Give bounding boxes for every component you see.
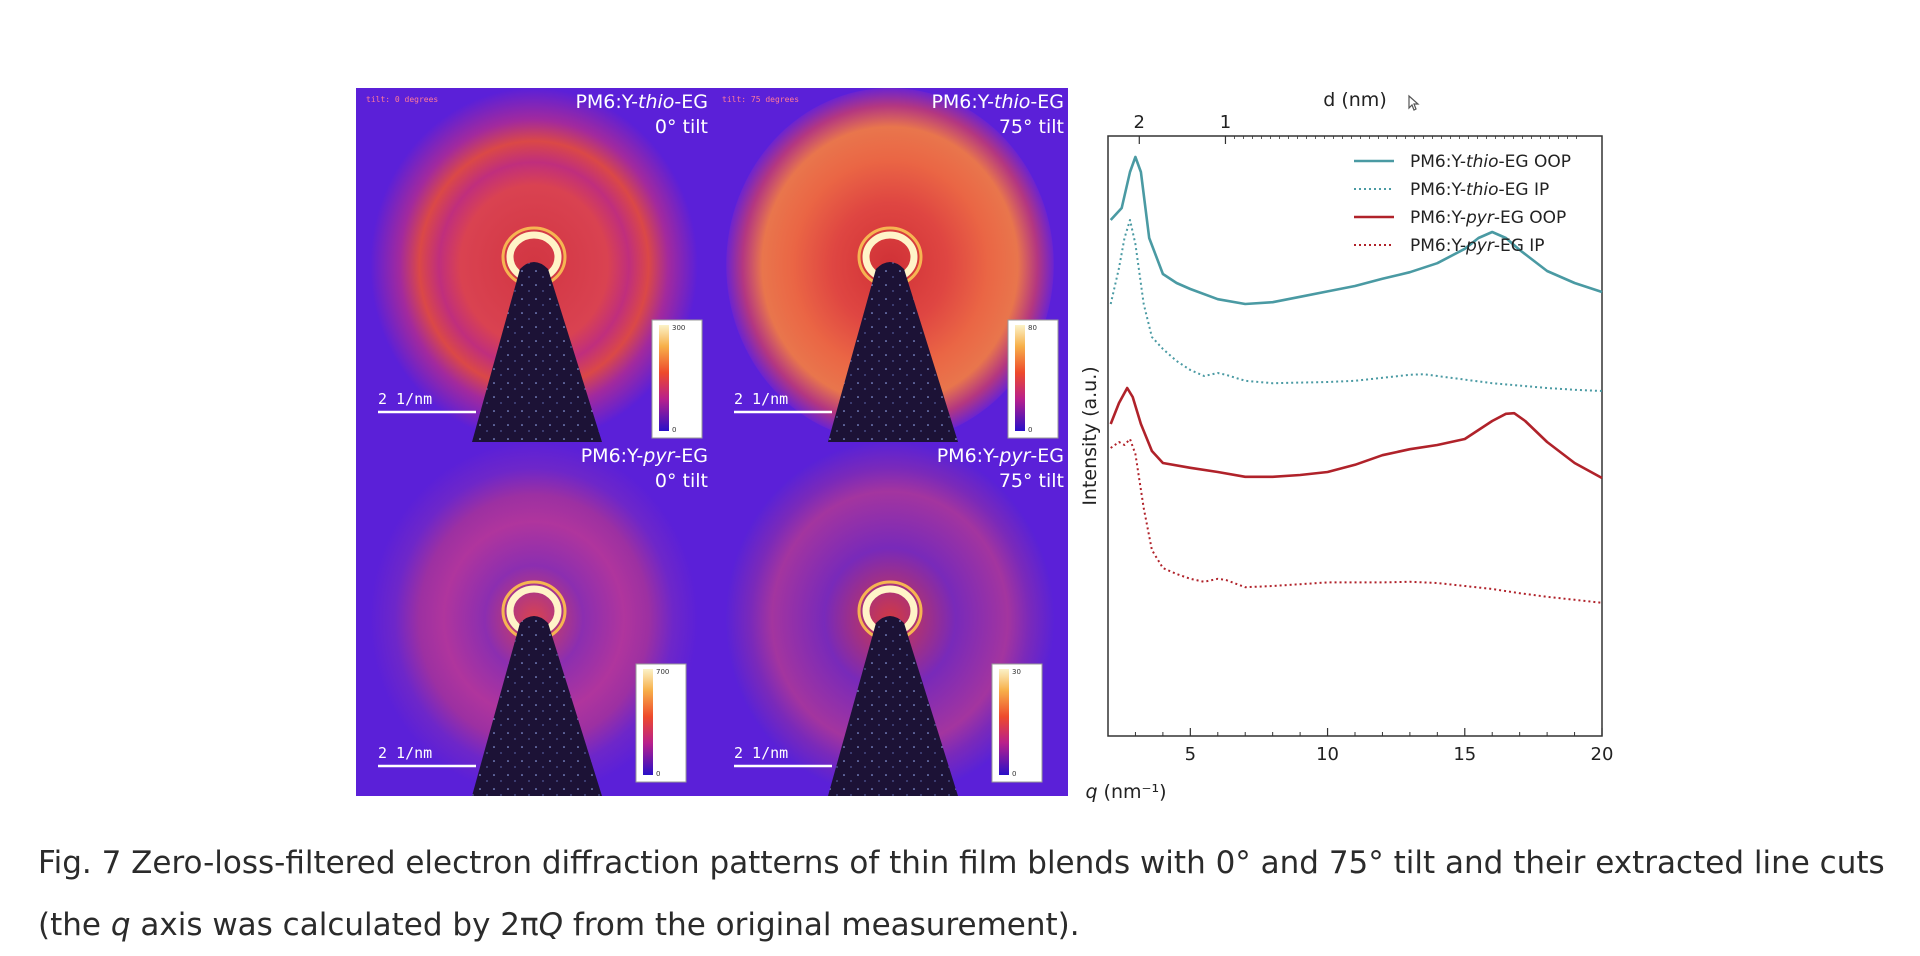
- series-line-3: [1109, 386, 1603, 480]
- diffraction-panels: PM6:Y-thio-EG 0° tilt tilt: 0 degrees 2 1/n…: [356, 88, 1068, 796]
- y-axis-label: Intensity (a.u.): [1079, 366, 1101, 505]
- panel-tilt-label: 0° tilt: [655, 470, 708, 492]
- colorbar: [643, 669, 653, 775]
- legend-entry: PM6:Y-pyr-EG OOP: [1410, 208, 1566, 228]
- x-tick-label: 20: [1591, 744, 1614, 765]
- diffraction-panel-2: PM6:Y-thio-EG 75° tilt tilt: 75 degrees 2 1…: [712, 88, 1068, 442]
- x-tick-label: 5: [1185, 744, 1196, 765]
- colorbar-max-label: 80: [1028, 324, 1037, 332]
- panel-tilt-label: 75° tilt: [999, 116, 1064, 138]
- colorbar-max-label: 700: [656, 668, 669, 676]
- colorbar-min-label: 0: [1028, 426, 1032, 434]
- scale-bar-label: 2 1/nm: [378, 390, 432, 408]
- beam-stop: [472, 262, 602, 442]
- x-tick-label: 15: [1453, 744, 1476, 765]
- diffraction-panel-3: PM6:Y-pyr-EG 0° tilt 2 1/nm 700 0: [356, 442, 712, 796]
- legend-entry: PM6:Y-thio-EG IP: [1410, 180, 1549, 200]
- colorbar-max-label: 300: [672, 324, 685, 332]
- line-cut-chart: 5 10 15 20 2 1 PM6:Y-thio-EG OOP PM6:Y-thio-EG …: [1079, 89, 1613, 803]
- beam-stop: [828, 616, 958, 796]
- series-line-4: [1110, 438, 1603, 604]
- panel-title: PM6:Y-thio-EG: [575, 91, 708, 113]
- diffraction-panel-4: PM6:Y-pyr-EG 75° tilt 2 1/nm 30 0: [712, 442, 1068, 796]
- top-axis-label: d (nm): [1323, 89, 1386, 111]
- x-tick-label: 10: [1316, 744, 1339, 765]
- colorbar: [999, 669, 1009, 775]
- series-line-1: [1109, 155, 1603, 306]
- panel-tilt-label: 75° tilt: [999, 470, 1064, 492]
- colorbar-max-label: 30: [1012, 668, 1021, 676]
- panel-tilt-label: 0° tilt: [655, 116, 708, 138]
- x-axis-label: q (nm⁻¹): [1085, 781, 1166, 803]
- top-tick-label: 1: [1220, 112, 1231, 133]
- plot-frame: [1107, 135, 1603, 737]
- legend-entry: PM6:Y-thio-EG OOP: [1410, 152, 1571, 172]
- legend-entry: PM6:Y-pyr-EG IP: [1410, 236, 1545, 256]
- figure-caption: Fig. 7 Zero-loss-filtered electron diffr…: [38, 845, 1885, 943]
- beam-stop: [472, 616, 602, 796]
- panel-title: PM6:Y-pyr-EG: [937, 445, 1064, 467]
- figure-graphic: PM6:Y-thio-EG 0° tilt tilt: 0 degrees 2 1/n…: [356, 88, 1613, 803]
- series-line-2: [1109, 219, 1603, 392]
- diffraction-panel-1: PM6:Y-thio-EG 0° tilt tilt: 0 degrees 2 1/n…: [356, 88, 712, 442]
- panel-title: PM6:Y-thio-EG: [931, 91, 1064, 113]
- colorbar-min-label: 0: [656, 770, 660, 778]
- colorbar: [659, 325, 669, 431]
- scale-bar-label: 2 1/nm: [734, 744, 788, 762]
- scale-bar-label: 2 1/nm: [378, 744, 432, 762]
- colorbar: [1015, 325, 1025, 431]
- cursor-icon: [1408, 94, 1420, 111]
- scale-bar-label: 2 1/nm: [734, 390, 788, 408]
- colorbar-min-label: 0: [672, 426, 676, 434]
- beam-stop: [828, 262, 958, 442]
- panel-title: PM6:Y-pyr-EG: [581, 445, 708, 467]
- top-tick-label: 2: [1134, 112, 1145, 133]
- tilt-note: tilt: 75 degrees: [722, 95, 799, 104]
- tilt-note: tilt: 0 degrees: [366, 95, 438, 104]
- colorbar-min-label: 0: [1012, 770, 1016, 778]
